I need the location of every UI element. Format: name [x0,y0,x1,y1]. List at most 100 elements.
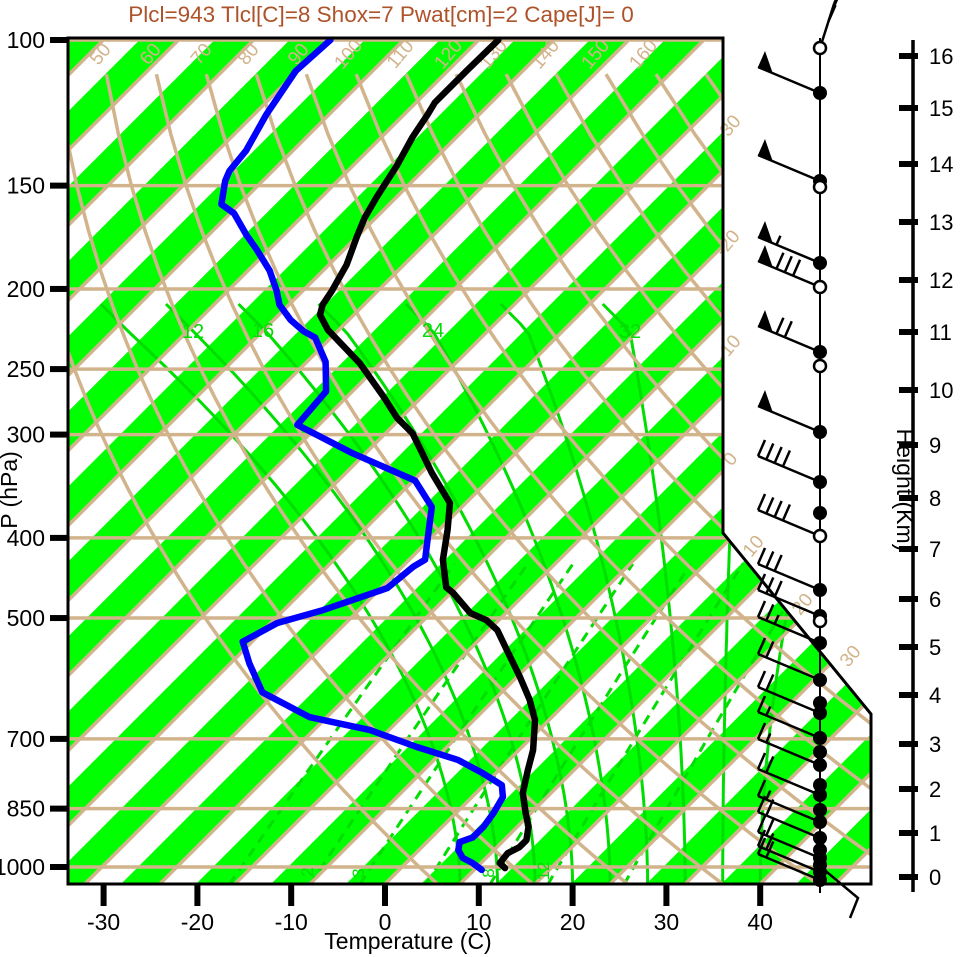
green-band [68,38,784,884]
mixing-ratio-label: 12 [534,862,553,881]
green-band [68,38,333,884]
wind-full-barb [775,252,785,270]
wind-barb-stem [757,404,821,434]
pressure-tick [50,285,68,292]
isotherm [68,38,332,884]
height-tick [899,644,918,650]
isotherm [683,38,871,884]
temperature-tick [288,884,295,906]
height-tick [899,53,918,59]
temperature-tick [757,884,764,906]
wind-full-barb [756,670,767,688]
wind-full-barb [765,442,775,460]
height-tick-label: 4 [929,683,941,708]
isotherm [68,38,257,884]
temperature-tick-label: -30 [87,909,120,935]
surface-wind-tail [821,867,860,919]
height-tick-label: 6 [929,587,941,612]
dry-adiabat [154,73,725,884]
wind-full-barb [773,500,783,518]
isotherm-label: -10 [712,331,746,366]
wind-level-dot [813,778,827,792]
wind-level-dot [813,788,827,802]
mixing-ratio-line [424,563,635,884]
height-tick-label: 7 [929,537,941,562]
green-band [68,38,871,884]
temperature-tick [663,884,670,906]
pressure-tick-label: 850 [7,796,45,822]
wind-full-barb [756,815,767,833]
temperature-tick [475,884,482,906]
isotherm [68,38,482,884]
temperature-curve [316,38,539,872]
wind-full-barb [756,795,767,813]
green-band [68,38,709,884]
dry-adiabat [254,73,871,884]
wind-level-dot-open [812,179,828,195]
wind-full-barb [765,640,775,658]
height-tick-label: 1 [929,821,941,846]
isotherm [458,38,871,884]
height-tick-label: 14 [929,152,953,177]
moist-adiabat [99,302,462,884]
wind-barb-stem [757,615,821,645]
wind-barb-stem [757,852,821,882]
wind-full-barb [791,259,802,277]
wind-full-barb [765,550,775,568]
pressure-tick-label: 1000 [0,854,45,880]
dry-adiabat [68,73,535,884]
isotherm [608,38,871,884]
dewpoint-line [218,38,507,874]
temperature-tick-label: 0 [379,909,392,935]
wind-barb-column [756,0,860,919]
pressure-tick [50,182,68,189]
isotherm [533,38,871,884]
wind-barb-stem [757,830,821,860]
wind-level-dot [813,475,827,489]
isotherm [68,38,782,884]
temperature-tick-label: -20 [181,909,214,935]
wind-full-barb [765,818,775,836]
height-tick [899,596,918,602]
wind-full-barb [756,547,767,565]
temperature-tick [382,884,388,906]
green-band [68,38,859,884]
wind-level-dot [813,831,827,845]
wind-barb-stem [757,153,821,183]
wind-level-dot [813,706,827,720]
height-tick-label: 16 [929,44,953,69]
pressure-tick [50,534,68,541]
moist-adiabat [164,302,500,884]
wind-level-dot-open [812,613,828,629]
dry-adiabat [454,73,871,884]
green-band [68,38,408,884]
height-tick [899,329,918,335]
mixing-ratio-label: 8 [479,868,498,877]
wind-half-barb [773,614,780,625]
wind-full-barb [756,695,767,713]
moist-adiabat [317,302,575,884]
height-tick [899,830,918,836]
height-tick [899,495,918,501]
height-tick-label: 10 [929,378,953,403]
wind-level-dot [813,673,827,687]
wind-level-dot-open [812,358,828,374]
moist-adiabat-label: 32 [619,321,641,343]
dry-adiabat [304,73,871,884]
wind-full-barb [827,4,837,22]
wind-full-barb [756,573,767,591]
wind-full-barb [756,637,767,655]
height-tick [899,442,918,448]
height-tick [899,105,918,111]
wind-full-barb [765,603,775,621]
mixing-ratio-label: 2 [298,867,317,876]
height-tick-label: 3 [929,732,941,757]
pressure-tick [50,864,68,870]
wind-full-barb [781,503,792,521]
height-axis-label: Height (Km) [892,429,918,552]
temperature-tick [569,884,576,906]
wind-barb-stem [757,235,821,265]
pressure-tick-label: 200 [7,276,45,302]
wind-level-dot-open [812,40,828,56]
